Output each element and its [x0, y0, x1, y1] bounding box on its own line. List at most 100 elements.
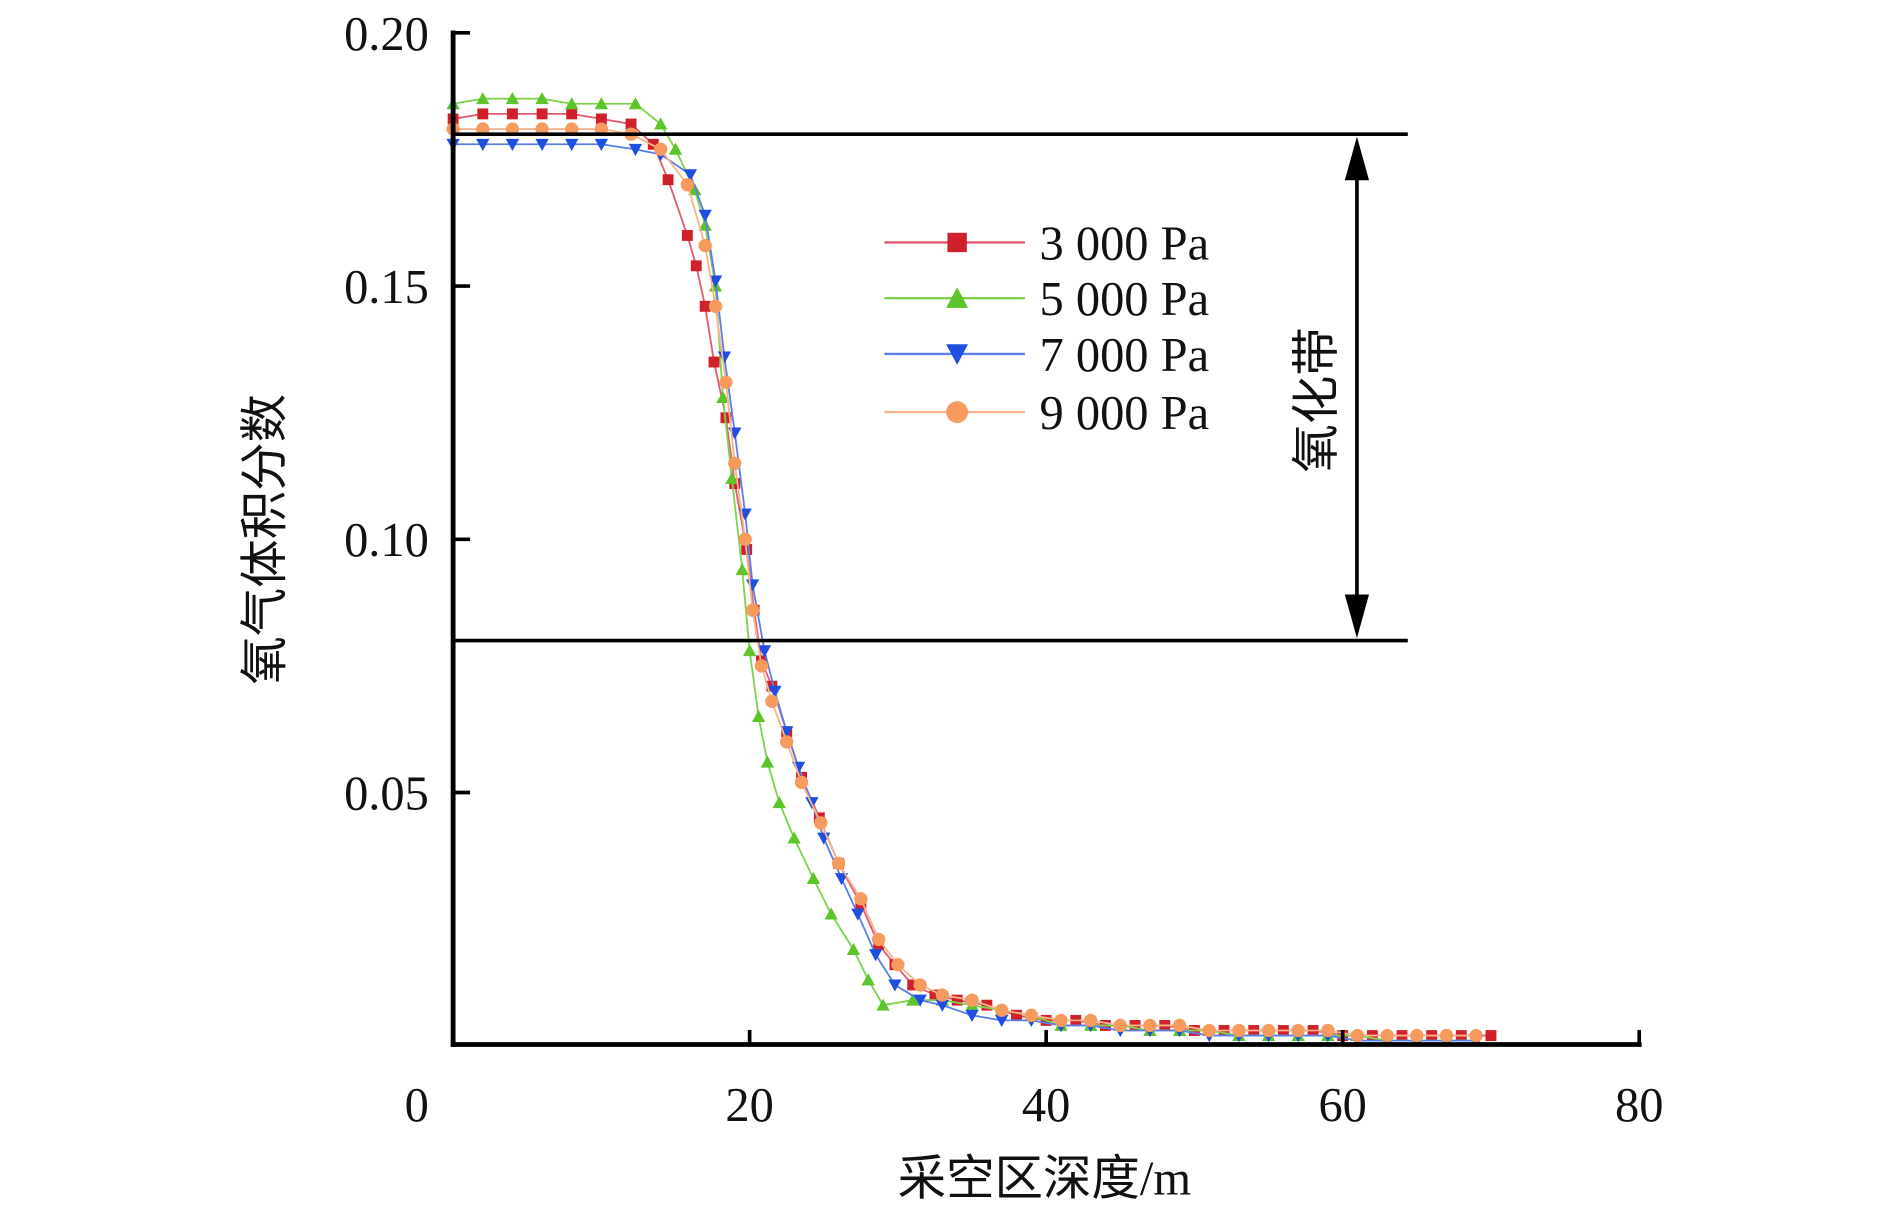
- data-point-circle: [719, 375, 733, 389]
- oxidation-zone-label: 氧化带: [1291, 327, 1344, 472]
- y-tick-label: 0.15: [344, 261, 429, 314]
- data-point-circle: [1113, 1018, 1127, 1033]
- y-tick-label: 0.05: [344, 767, 429, 820]
- data-point-triangle-down: [535, 138, 549, 151]
- series-2: [446, 138, 1483, 1048]
- x-axis-title: 采空区深度/m: [898, 1153, 1191, 1206]
- data-point-circle: [1410, 1028, 1424, 1043]
- y-tick-label: 0.20: [344, 8, 429, 61]
- data-point-circle: [708, 299, 723, 313]
- series-0: [447, 108, 1497, 1042]
- data-point-square: [907, 979, 919, 991]
- data-point-circle: [913, 978, 927, 992]
- data-point-triangle-down: [888, 979, 902, 992]
- data-point-triangle-up: [787, 831, 801, 844]
- data-point-circle: [995, 1003, 1009, 1017]
- data-point-circle: [754, 659, 769, 673]
- x-tick-label: 80: [1615, 1079, 1663, 1132]
- data-point-circle: [831, 856, 846, 871]
- legend-label: 7 000 Pa: [1040, 329, 1210, 382]
- series-line: [452, 112, 1491, 1037]
- legend-item: 9 000 Pa: [884, 387, 1209, 440]
- data-point-triangle-up: [535, 92, 549, 105]
- data-point-circle: [1469, 1028, 1483, 1043]
- data-point-triangle-up: [565, 97, 579, 110]
- ticks: 0 20 40 60 80 0.05 0.10 0.15 0.20: [344, 8, 1663, 1132]
- legend-item: 5 000 Pa: [884, 273, 1209, 326]
- data-point-triangle-up: [654, 117, 668, 130]
- data-point-triangle-up: [594, 97, 609, 110]
- data-point-triangle-down: [768, 685, 782, 698]
- data-point-circle: [1439, 1028, 1454, 1043]
- plot-marks: [446, 92, 1497, 1048]
- data-point-triangle-up: [628, 97, 643, 110]
- data-point-square: [625, 118, 637, 130]
- legend-item: 3 000 Pa: [884, 217, 1209, 270]
- data-point-circle: [728, 456, 742, 470]
- data-point-circle: [698, 238, 712, 253]
- legend-item: 7 000 Pa: [884, 329, 1209, 382]
- data-point-circle: [780, 735, 794, 749]
- data-point-triangle-up: [876, 998, 890, 1011]
- x-tick-label: 20: [725, 1079, 773, 1132]
- data-point-circle: [654, 142, 668, 157]
- data-point-triangle-down: [851, 908, 865, 921]
- data-point-triangle-up: [476, 92, 490, 105]
- data-point-triangle-down: [476, 138, 490, 151]
- data-point-circle: [1321, 1023, 1335, 1038]
- series-line: [453, 143, 1477, 1042]
- data-point-circle: [965, 993, 979, 1007]
- data-point-circle: [1143, 1018, 1157, 1033]
- data-point-circle: [1202, 1023, 1216, 1038]
- data-point-triangle-down: [935, 999, 950, 1012]
- data-point-triangle-down: [717, 351, 732, 364]
- x-tick-label: 40: [1022, 1079, 1070, 1132]
- data-point-square: [947, 232, 967, 253]
- data-point-circle: [1024, 1008, 1039, 1022]
- data-point-square: [536, 108, 548, 120]
- data-point-square: [647, 138, 659, 150]
- data-point-square: [566, 108, 578, 120]
- data-point-triangle-up: [861, 973, 875, 986]
- data-point-square: [477, 108, 489, 120]
- legend-label: 5 000 Pa: [1040, 273, 1210, 326]
- oxidation-zone-annotation: 氧化带: [453, 132, 1408, 643]
- data-point-square: [690, 260, 702, 272]
- data-point-square: [506, 108, 518, 120]
- data-point-square: [1011, 1009, 1022, 1021]
- data-point-circle: [891, 958, 905, 972]
- data-point-triangle-down: [868, 949, 883, 962]
- data-point-triangle-down: [594, 138, 609, 151]
- data-point-triangle-down: [698, 209, 712, 222]
- data-point-circle: [814, 816, 828, 830]
- data-point-triangle-up: [698, 218, 712, 231]
- data-point-triangle-up: [742, 644, 757, 657]
- data-point-triangle-up: [760, 755, 775, 768]
- arrow-down-icon: [1344, 594, 1370, 639]
- axes: [450, 30, 1642, 1047]
- data-point-triangle-down: [728, 427, 742, 440]
- data-point-circle: [946, 401, 969, 423]
- data-point-triangle-up: [751, 709, 766, 722]
- series-3: [446, 122, 1483, 1043]
- data-point-triangle-up: [772, 795, 786, 809]
- data-point-circle: [1172, 1018, 1187, 1033]
- data-point-triangle-down: [505, 138, 520, 151]
- data-point-circle: [1261, 1023, 1276, 1038]
- data-point-triangle-down: [683, 169, 697, 182]
- x-tick-label: 60: [1318, 1079, 1366, 1132]
- data-point-circle: [765, 694, 779, 709]
- data-point-square: [662, 174, 674, 186]
- data-point-circle: [854, 892, 868, 906]
- data-point-circle: [738, 532, 752, 546]
- data-point-triangle-down: [780, 726, 794, 739]
- arrow-up-icon: [1344, 136, 1370, 181]
- y-tick-label: 0.10: [344, 514, 429, 567]
- data-point-circle: [1232, 1023, 1246, 1038]
- data-point-square: [708, 356, 720, 368]
- data-point-circle: [1291, 1023, 1305, 1038]
- data-point-square: [595, 113, 607, 125]
- series-line: [453, 128, 1477, 1037]
- data-point-circle: [1350, 1028, 1365, 1043]
